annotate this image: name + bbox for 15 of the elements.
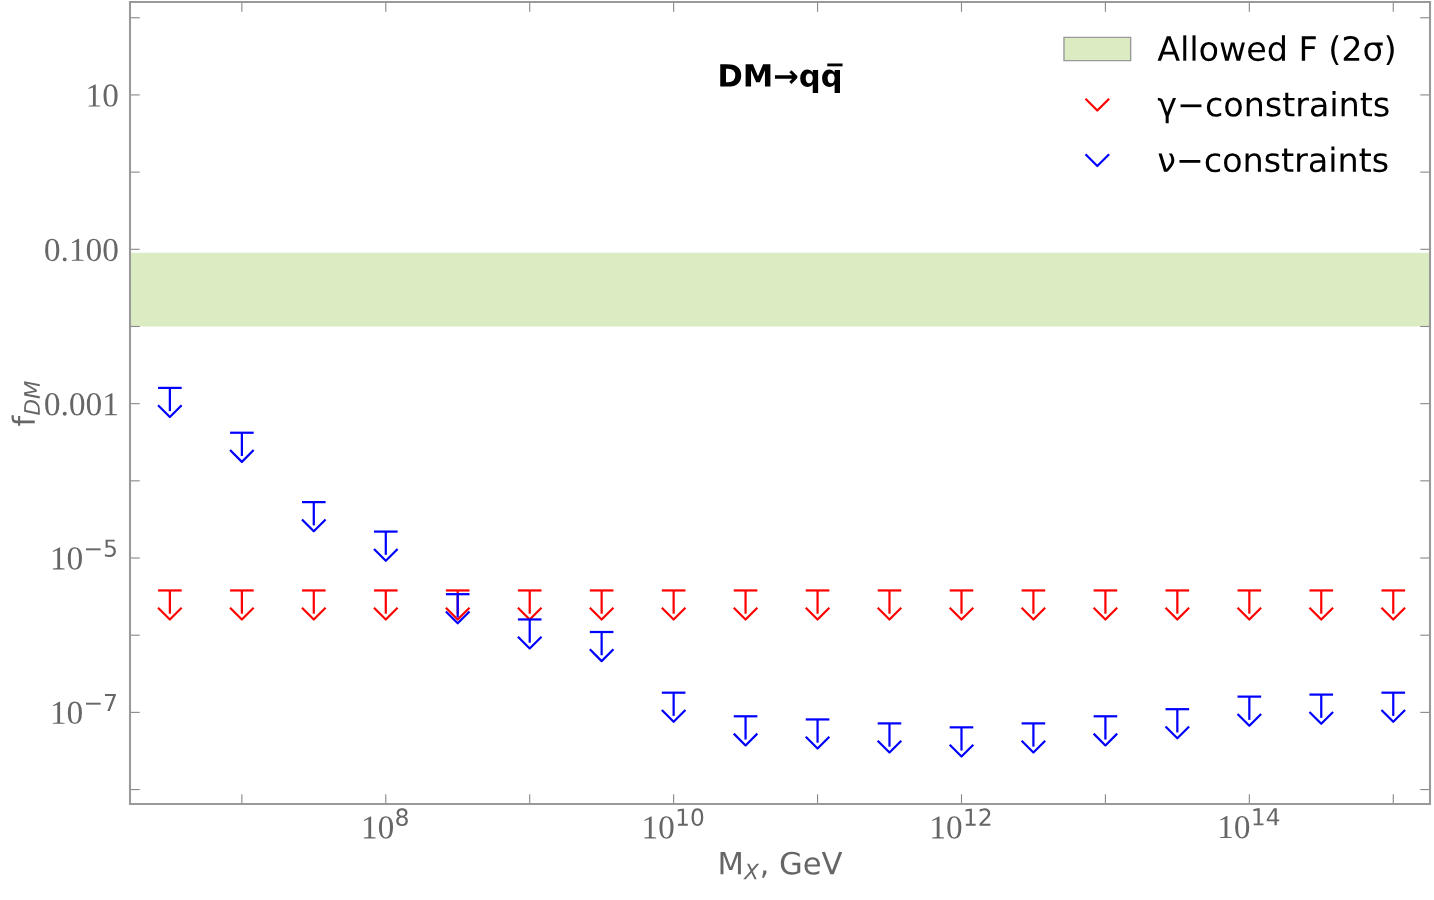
text: DM→qq̅ (720, 63, 843, 93)
x-axis-title: M$_{X}$, GeV (720, 851, 843, 880)
y-tick-label: 10 (88, 84, 118, 107)
legend-label: γ−constraints (1157, 90, 1389, 124)
y-tick-label: 0.001 (45, 393, 117, 416)
legend-label: Allowed F (2σ) (1157, 35, 1394, 66)
x-tick-label: 10$^{14}$ (1220, 808, 1280, 839)
x-tick-label: 10$^{10}$ (644, 808, 704, 839)
y-axis-title: f$_{DM}$ (11, 381, 40, 426)
x-tick-label: 10$^{12}$ (932, 808, 991, 839)
y-tick-label: 10$^{−5}$ (52, 539, 116, 570)
y-tick-label: 0.100 (45, 238, 118, 262)
legend-label: ν−constraints (1158, 146, 1388, 173)
y-tick-label: 10$^{−7}$ (52, 694, 116, 725)
x-tick-label: 10$^{8}$ (363, 808, 408, 839)
